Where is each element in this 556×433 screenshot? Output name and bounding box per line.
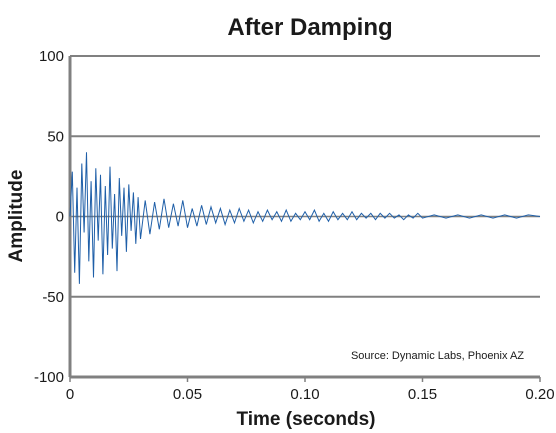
y-axis-label: Amplitude <box>6 170 27 263</box>
x-tick-label: 0.10 <box>290 386 319 403</box>
chart-title: After Damping <box>227 14 392 41</box>
y-tick-label: 100 <box>39 48 64 65</box>
x-tick-label: 0.20 <box>525 386 554 403</box>
grid-lines <box>70 55 540 378</box>
x-tick-label: 0.05 <box>173 386 202 403</box>
y-tick-label: -50 <box>42 289 64 306</box>
y-tick-labels: -100 -50 0 50 100 <box>34 48 64 386</box>
source-note: Source: Dynamic Labs, Phoenix AZ <box>351 350 524 362</box>
x-tick-labels: 0 0.05 0.10 0.15 0.20 <box>66 377 555 403</box>
y-tick-label: 0 <box>56 209 64 226</box>
signal-line <box>69 152 541 284</box>
x-tick-label: 0 <box>66 386 74 403</box>
y-tick-label: 50 <box>47 128 64 145</box>
x-axis-label: Time (seconds) <box>236 409 375 430</box>
x-tick-label: 0.15 <box>408 386 437 403</box>
y-tick-label: -100 <box>34 369 64 386</box>
